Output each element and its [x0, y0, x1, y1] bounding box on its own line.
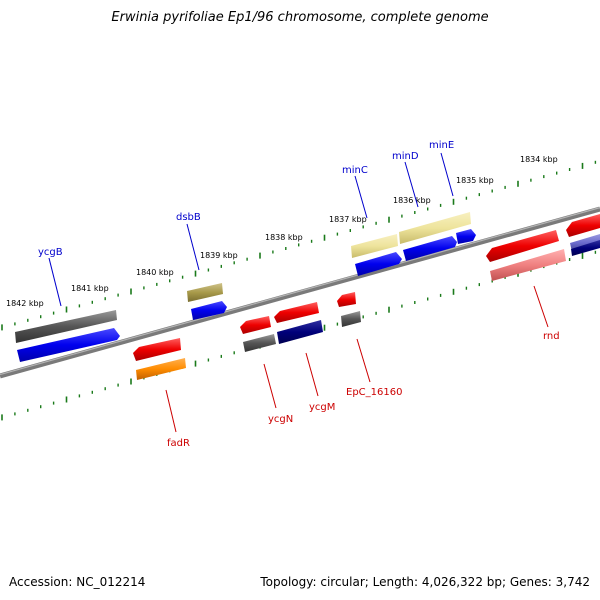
gene-label-minE: minE	[429, 140, 454, 151]
gene-feature	[403, 236, 457, 261]
accession-text: Accession: NC_012214	[9, 575, 146, 589]
leader-line	[356, 338, 371, 383]
gene-feature	[277, 320, 323, 344]
gene-feature	[274, 302, 319, 323]
gene-label-ycgM: ycgM	[309, 402, 335, 413]
kbp-label: 1839 kbp	[200, 251, 238, 260]
kbp-labels: 1842 kbp 1841 kbp 1840 kbp 1839 kbp 1838…	[6, 155, 558, 308]
gene-feature	[490, 249, 566, 281]
gene-feature	[355, 252, 402, 276]
forward-genes	[15, 212, 476, 362]
gene-feature	[456, 229, 476, 244]
gene-feature	[486, 230, 559, 262]
gene-feature	[341, 311, 361, 327]
gene-label-ycgN: ycgN	[268, 414, 293, 425]
map-title: Erwinia pyrifoliae Ep1/96 chromosome, co…	[111, 10, 489, 25]
topology-text: Topology: circular; Length: 4,026,322 bp…	[260, 575, 590, 589]
leader-line	[404, 161, 419, 208]
kbp-label: 1840 kbp	[136, 268, 174, 277]
gene-feature	[571, 240, 600, 256]
gene-feature	[337, 292, 356, 307]
kbp-label: 1835 kbp	[456, 176, 494, 185]
gene-feature	[240, 316, 271, 334]
gene-feature	[399, 212, 471, 244]
gene-feature	[243, 334, 276, 352]
gene-feature	[566, 214, 600, 237]
gene-label-minD: minD	[392, 151, 419, 162]
gene-feature	[351, 234, 398, 258]
leader-line	[533, 285, 549, 328]
gene-label-rnd: rnd	[543, 331, 560, 342]
gene-label-EpC_16160: EpC_16160	[346, 387, 402, 398]
leader-line	[354, 175, 368, 219]
gene-feature	[187, 283, 223, 302]
gene-feature	[17, 328, 120, 362]
gene-label-dsbB: dsbB	[176, 212, 201, 223]
gene-feature	[191, 301, 227, 320]
kbp-label: 1836 kbp	[393, 196, 431, 205]
genome-backbone-highlight	[0, 207, 600, 376]
kbp-label: 1837 kbp	[329, 215, 367, 224]
kbp-label: 1842 kbp	[6, 299, 44, 308]
leader-line	[305, 352, 319, 397]
leader-line	[48, 257, 62, 307]
gene-feature	[133, 338, 181, 361]
genome-backbone	[0, 206, 600, 379]
gene-label-fadR: fadR	[167, 438, 190, 449]
leader-line	[165, 389, 177, 433]
leader-line	[440, 152, 454, 197]
gene-labels: ycgB dsbB minC minD minE fadR ycgN ycgM …	[38, 140, 560, 449]
gene-label-ycgB: ycgB	[38, 247, 63, 258]
gene-feature	[136, 358, 186, 380]
label-leaders	[48, 152, 549, 433]
reverse-genes	[133, 214, 600, 380]
leader-line	[186, 223, 200, 271]
gene-feature	[15, 310, 117, 343]
kbp-label: 1838 kbp	[265, 233, 303, 242]
leader-line	[263, 363, 277, 409]
kbp-label: 1841 kbp	[71, 284, 109, 293]
gene-label-minC: minC	[342, 165, 368, 176]
kbp-label: 1834 kbp	[520, 155, 558, 164]
